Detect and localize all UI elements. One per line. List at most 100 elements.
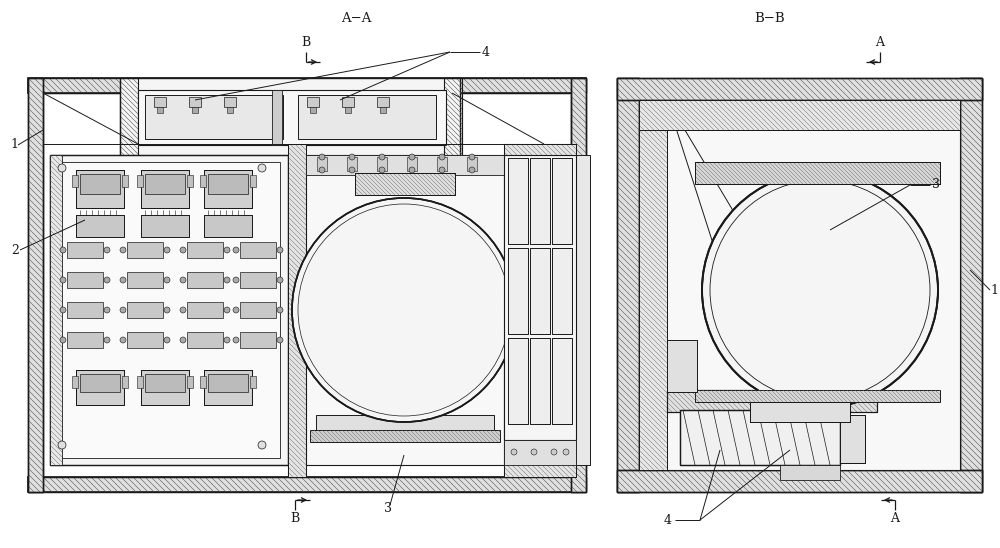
Bar bbox=[141, 215, 189, 237]
Bar bbox=[28, 477, 586, 492]
Bar bbox=[208, 174, 248, 194]
Bar bbox=[407, 157, 417, 171]
Polygon shape bbox=[639, 100, 667, 470]
Circle shape bbox=[439, 154, 445, 160]
Bar bbox=[750, 402, 850, 422]
Polygon shape bbox=[617, 470, 982, 492]
Bar bbox=[141, 370, 189, 405]
Bar bbox=[552, 338, 572, 424]
Bar bbox=[639, 100, 667, 470]
Bar bbox=[187, 376, 193, 388]
Polygon shape bbox=[617, 78, 639, 492]
Circle shape bbox=[233, 307, 239, 313]
Bar bbox=[617, 470, 982, 492]
Bar bbox=[317, 157, 327, 171]
Circle shape bbox=[511, 449, 517, 455]
Bar bbox=[204, 370, 252, 405]
Bar bbox=[76, 370, 124, 405]
Bar bbox=[680, 410, 840, 465]
Bar bbox=[28, 78, 586, 93]
Text: 4: 4 bbox=[482, 45, 490, 59]
Bar bbox=[204, 215, 252, 237]
Bar bbox=[50, 155, 288, 465]
Bar bbox=[530, 158, 550, 244]
Bar bbox=[141, 370, 189, 405]
Circle shape bbox=[469, 167, 475, 173]
Bar bbox=[141, 170, 189, 208]
Bar bbox=[617, 470, 982, 492]
Text: 3: 3 bbox=[384, 501, 392, 515]
Bar bbox=[43, 93, 571, 477]
Bar bbox=[437, 157, 447, 171]
Bar bbox=[310, 107, 316, 113]
Bar bbox=[141, 215, 189, 237]
Bar bbox=[617, 78, 639, 492]
Circle shape bbox=[277, 247, 283, 253]
Polygon shape bbox=[28, 477, 586, 492]
Bar bbox=[306, 155, 504, 175]
Bar bbox=[67, 332, 103, 348]
Bar bbox=[76, 170, 124, 208]
Bar bbox=[187, 332, 223, 348]
Bar bbox=[240, 242, 276, 258]
Text: B−B: B−B bbox=[755, 12, 785, 25]
Bar bbox=[187, 175, 193, 187]
Bar bbox=[780, 465, 840, 480]
Bar bbox=[28, 78, 43, 492]
Bar bbox=[840, 415, 865, 463]
Bar bbox=[120, 78, 460, 156]
Bar bbox=[508, 248, 528, 334]
Bar bbox=[552, 158, 572, 244]
Bar bbox=[192, 107, 198, 113]
Bar bbox=[80, 174, 120, 194]
Polygon shape bbox=[571, 78, 586, 492]
Bar bbox=[28, 78, 586, 93]
Circle shape bbox=[292, 198, 516, 422]
Bar bbox=[298, 95, 436, 139]
Bar bbox=[504, 440, 576, 465]
Circle shape bbox=[120, 307, 126, 313]
Bar bbox=[288, 144, 306, 477]
Bar bbox=[695, 162, 940, 184]
Text: B: B bbox=[301, 36, 311, 49]
Polygon shape bbox=[667, 390, 877, 412]
Circle shape bbox=[349, 154, 355, 160]
Bar bbox=[204, 170, 252, 208]
Bar bbox=[50, 155, 288, 465]
Bar bbox=[122, 376, 128, 388]
Bar bbox=[240, 332, 276, 348]
Circle shape bbox=[233, 247, 239, 253]
Bar bbox=[127, 242, 163, 258]
Bar bbox=[127, 272, 163, 288]
Bar bbox=[695, 162, 940, 184]
Circle shape bbox=[120, 337, 126, 343]
Bar bbox=[200, 376, 206, 388]
Bar bbox=[504, 144, 576, 477]
Bar bbox=[552, 338, 572, 424]
Bar bbox=[272, 90, 282, 145]
Bar bbox=[530, 158, 550, 244]
Bar bbox=[288, 144, 306, 477]
Bar bbox=[639, 100, 960, 130]
Bar bbox=[552, 248, 572, 334]
Bar bbox=[137, 175, 143, 187]
Bar bbox=[960, 78, 982, 492]
Bar bbox=[58, 162, 280, 458]
Text: 2: 2 bbox=[11, 243, 19, 256]
Text: 4: 4 bbox=[664, 513, 672, 527]
Bar bbox=[127, 302, 163, 318]
Bar bbox=[28, 477, 586, 492]
Polygon shape bbox=[617, 78, 982, 100]
Circle shape bbox=[164, 307, 170, 313]
Bar bbox=[187, 272, 223, 288]
Polygon shape bbox=[50, 155, 62, 465]
Bar bbox=[240, 302, 276, 318]
Text: 1: 1 bbox=[990, 283, 998, 296]
Polygon shape bbox=[695, 162, 940, 184]
Circle shape bbox=[180, 247, 186, 253]
Circle shape bbox=[164, 277, 170, 283]
Circle shape bbox=[349, 167, 355, 173]
Bar bbox=[552, 248, 572, 334]
Bar bbox=[28, 78, 43, 492]
Bar bbox=[617, 78, 639, 492]
